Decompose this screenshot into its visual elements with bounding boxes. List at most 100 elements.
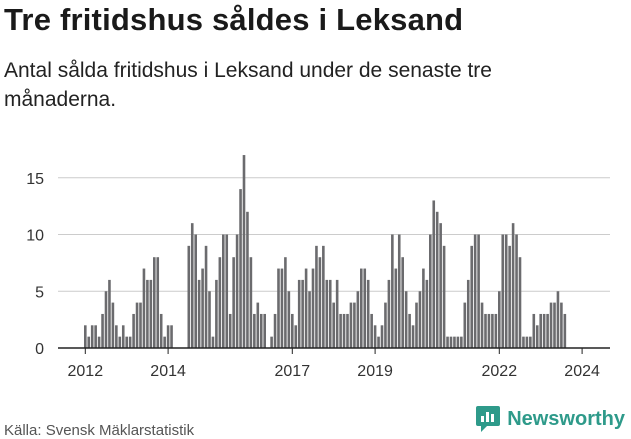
bar [304, 268, 308, 348]
bar [87, 336, 91, 348]
bar [108, 279, 111, 348]
bar [139, 302, 142, 348]
x-tick-label: 2017 [275, 363, 311, 380]
bar [360, 268, 363, 348]
bar [118, 336, 122, 348]
bar [187, 245, 191, 348]
bar [501, 234, 505, 348]
bar [318, 257, 322, 348]
bar [121, 325, 125, 348]
bar [273, 313, 277, 348]
x-tick-label: 2024 [564, 363, 600, 380]
brand-name: Newsworthy [507, 407, 625, 430]
bar [194, 234, 197, 348]
bar [322, 245, 325, 348]
bar [125, 336, 128, 348]
bar [301, 279, 304, 348]
bar [294, 325, 298, 348]
bar [535, 325, 539, 348]
bar [487, 313, 491, 348]
brand-logo[interactable]: Newsworthy [475, 405, 625, 433]
bar [449, 336, 453, 348]
bar [498, 291, 501, 348]
bar [446, 336, 449, 348]
bar [484, 313, 487, 348]
chart-title: Tre fritidshus såldes i Leksand [4, 2, 464, 37]
bar [170, 325, 173, 348]
bar [366, 279, 370, 348]
source-note: Källa: Svensk Mäklarstatistik [4, 422, 195, 439]
bar [163, 336, 166, 348]
bar [515, 234, 518, 348]
bar [470, 245, 473, 348]
bar [132, 313, 135, 348]
bar [201, 268, 204, 348]
bar [380, 325, 384, 348]
bar [508, 245, 511, 348]
bar [556, 291, 560, 348]
bar [315, 245, 318, 348]
bar [190, 223, 194, 348]
bar [342, 313, 346, 348]
bar [560, 302, 563, 348]
x-tick-label: 2014 [150, 363, 186, 380]
bar [408, 313, 411, 348]
bar [415, 302, 418, 348]
bar [115, 325, 118, 348]
bar [549, 302, 553, 348]
bar [391, 234, 394, 348]
bar [373, 325, 377, 348]
bar [280, 268, 284, 348]
bar [542, 313, 546, 348]
chart-subtitle: Antal sålda fritidshus i Leksand under d… [4, 59, 492, 111]
bar [225, 234, 229, 348]
bar [222, 234, 225, 348]
x-tick-label: 2022 [482, 363, 518, 380]
bar [325, 279, 329, 348]
bar [291, 313, 294, 348]
bar [297, 279, 301, 348]
bar [215, 279, 218, 348]
bar [204, 245, 208, 348]
bar [401, 257, 404, 348]
bar [97, 336, 101, 348]
bar [311, 268, 315, 348]
newsworthy-icon [476, 406, 501, 432]
bar [473, 234, 477, 348]
bar [84, 325, 87, 348]
bar [525, 336, 529, 348]
y-tick-label: 5 [35, 284, 44, 301]
bar [270, 336, 273, 348]
bar [425, 279, 429, 348]
bar [153, 257, 156, 348]
bar [529, 336, 532, 348]
bar [394, 268, 398, 348]
x-tick-label: 2012 [68, 363, 104, 380]
bar [235, 234, 239, 348]
bar [328, 279, 332, 348]
bar [511, 223, 515, 348]
bar [232, 257, 235, 348]
bar [259, 313, 263, 348]
bar [384, 302, 387, 348]
bar [142, 268, 146, 348]
bar [218, 257, 222, 348]
bar [411, 325, 415, 348]
y-tick-label: 10 [26, 228, 44, 245]
bar [491, 313, 494, 348]
bar [435, 211, 439, 348]
bar [111, 302, 115, 348]
bar [101, 313, 104, 348]
bar [456, 336, 460, 348]
bar [466, 279, 470, 348]
bar [494, 313, 498, 348]
bar [228, 313, 232, 348]
bar [463, 302, 467, 348]
bar [128, 336, 132, 348]
bar [563, 313, 567, 348]
bar [242, 155, 246, 348]
y-tick-label: 0 [35, 341, 44, 358]
bar [335, 279, 339, 348]
bar [553, 302, 556, 348]
